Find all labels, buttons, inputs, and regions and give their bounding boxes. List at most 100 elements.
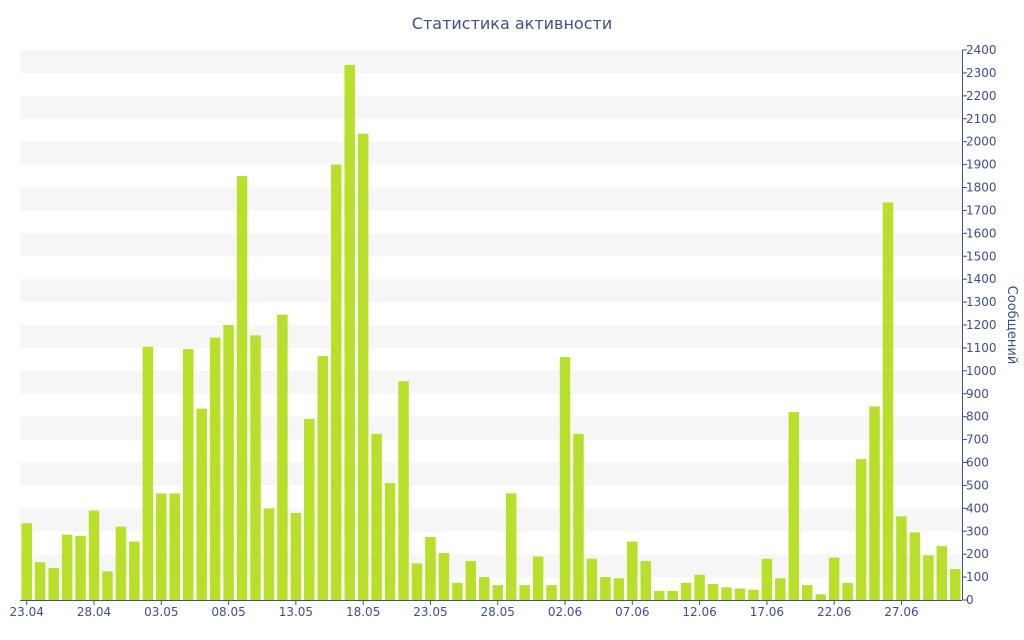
bar-30.04 [115,526,127,600]
y-tick-label: 900 [966,387,989,401]
y-tick-label: 1500 [966,249,997,263]
y-tick-label: 600 [966,456,989,470]
bar-12.05 [277,314,288,600]
bar-01.07 [950,569,961,600]
bar-02.06 [559,357,571,600]
bar-24.04 [34,562,46,600]
grid-band [20,325,962,348]
bar-20.05 [384,483,396,600]
y-tick-label: 200 [966,547,989,561]
bar-19.06 [788,412,800,600]
bar-31.05 [532,556,544,600]
bar-02.05 [142,346,154,600]
y-tick-label: 2300 [966,66,997,80]
bar-22.06 [828,557,840,600]
grid-band [20,416,962,440]
chart-title: Статистика активности [411,14,613,33]
bar-22.05 [411,563,423,600]
x-tick-label: 13.05 [279,605,313,619]
y-tick-label: 1000 [966,364,997,378]
bar-29.06 [923,555,934,600]
bar-18.06 [775,578,786,600]
y-tick-label: 100 [966,570,989,584]
bar-28.06 [909,532,921,600]
bar-24.06 [855,459,867,600]
bar-07.06 [627,541,638,600]
bar-05.06 [600,577,611,600]
grid-band [20,370,962,394]
y-tick-label: 1700 [966,203,997,217]
bar-09.05 [236,176,248,600]
bar-25.06 [869,406,880,600]
grid-band [20,233,962,257]
bar-23.04 [21,523,32,600]
bar-28.05 [492,585,503,600]
bar-21.06 [815,594,826,600]
bar-17.05 [344,64,355,601]
x-tick-label: 28.04 [77,605,111,619]
grid-band [20,462,962,486]
bar-09.06 [653,590,665,600]
y-tick-label: 500 [966,478,989,492]
y-tick-label: 2000 [966,135,997,149]
bar-03.06 [573,433,584,600]
x-tick-label: 28.05 [481,605,515,619]
bar-11.06 [680,582,692,600]
x-tick-label: 03.05 [144,605,178,619]
x-tick-label: 08.05 [211,605,245,619]
bar-07.05 [209,337,221,600]
bar-24.05 [438,553,450,600]
grid-band [20,279,962,303]
bar-10.05 [250,335,261,600]
bar-27.05 [479,577,490,600]
bar-12.06 [694,574,705,600]
bar-16.05 [330,164,342,601]
grid-band [20,187,962,211]
grid-band [20,95,962,119]
bar-10.06 [667,590,678,600]
x-tick-label: 23.05 [413,605,447,619]
bar-08.05 [223,325,234,600]
bar-14.05 [304,418,315,600]
bar-26.05 [465,561,477,600]
bar-21.05 [398,381,409,600]
x-tick-label: 07.06 [615,605,649,619]
bar-27.04 [75,535,86,600]
x-tick-label: 22.06 [817,605,851,619]
y-tick-label: 2400 [966,43,997,57]
bar-15.06 [734,588,746,600]
y-tick-label: 300 [966,524,989,538]
bar-30.06 [936,546,948,600]
bar-20.06 [801,585,813,600]
bar-06.05 [196,408,207,600]
bar-26.04 [61,534,73,600]
grid-band [20,141,962,165]
x-tick-label: 02.06 [548,605,582,619]
bar-13.05 [290,512,302,600]
bar-17.06 [761,558,773,600]
bar-27.06 [896,516,907,600]
bar-15.05 [317,355,329,600]
bar-18.05 [357,133,369,601]
y-axis-title: Сообщений [1004,286,1019,365]
bar-06.06 [613,578,625,600]
bar-23.06 [842,582,853,600]
bar-25.05 [452,582,463,600]
bar-14.06 [721,587,732,600]
bar-29.05 [505,493,517,600]
y-tick-label: 1900 [966,158,997,172]
bar-29.04 [102,571,113,600]
bar-19.05 [371,433,382,600]
y-tick-label: 700 [966,433,989,447]
bar-08.06 [640,561,652,600]
bar-16.06 [748,589,759,600]
x-tick-label: 27.06 [884,605,918,619]
y-tick-label: 1200 [966,318,997,332]
y-tick-label: 1300 [966,295,997,309]
bar-26.06 [882,202,894,601]
x-tick-label: 12.06 [682,605,716,619]
x-tick-label: 23.04 [10,605,44,619]
y-tick-label: 2200 [966,89,997,103]
y-tick-label: 400 [966,501,989,515]
